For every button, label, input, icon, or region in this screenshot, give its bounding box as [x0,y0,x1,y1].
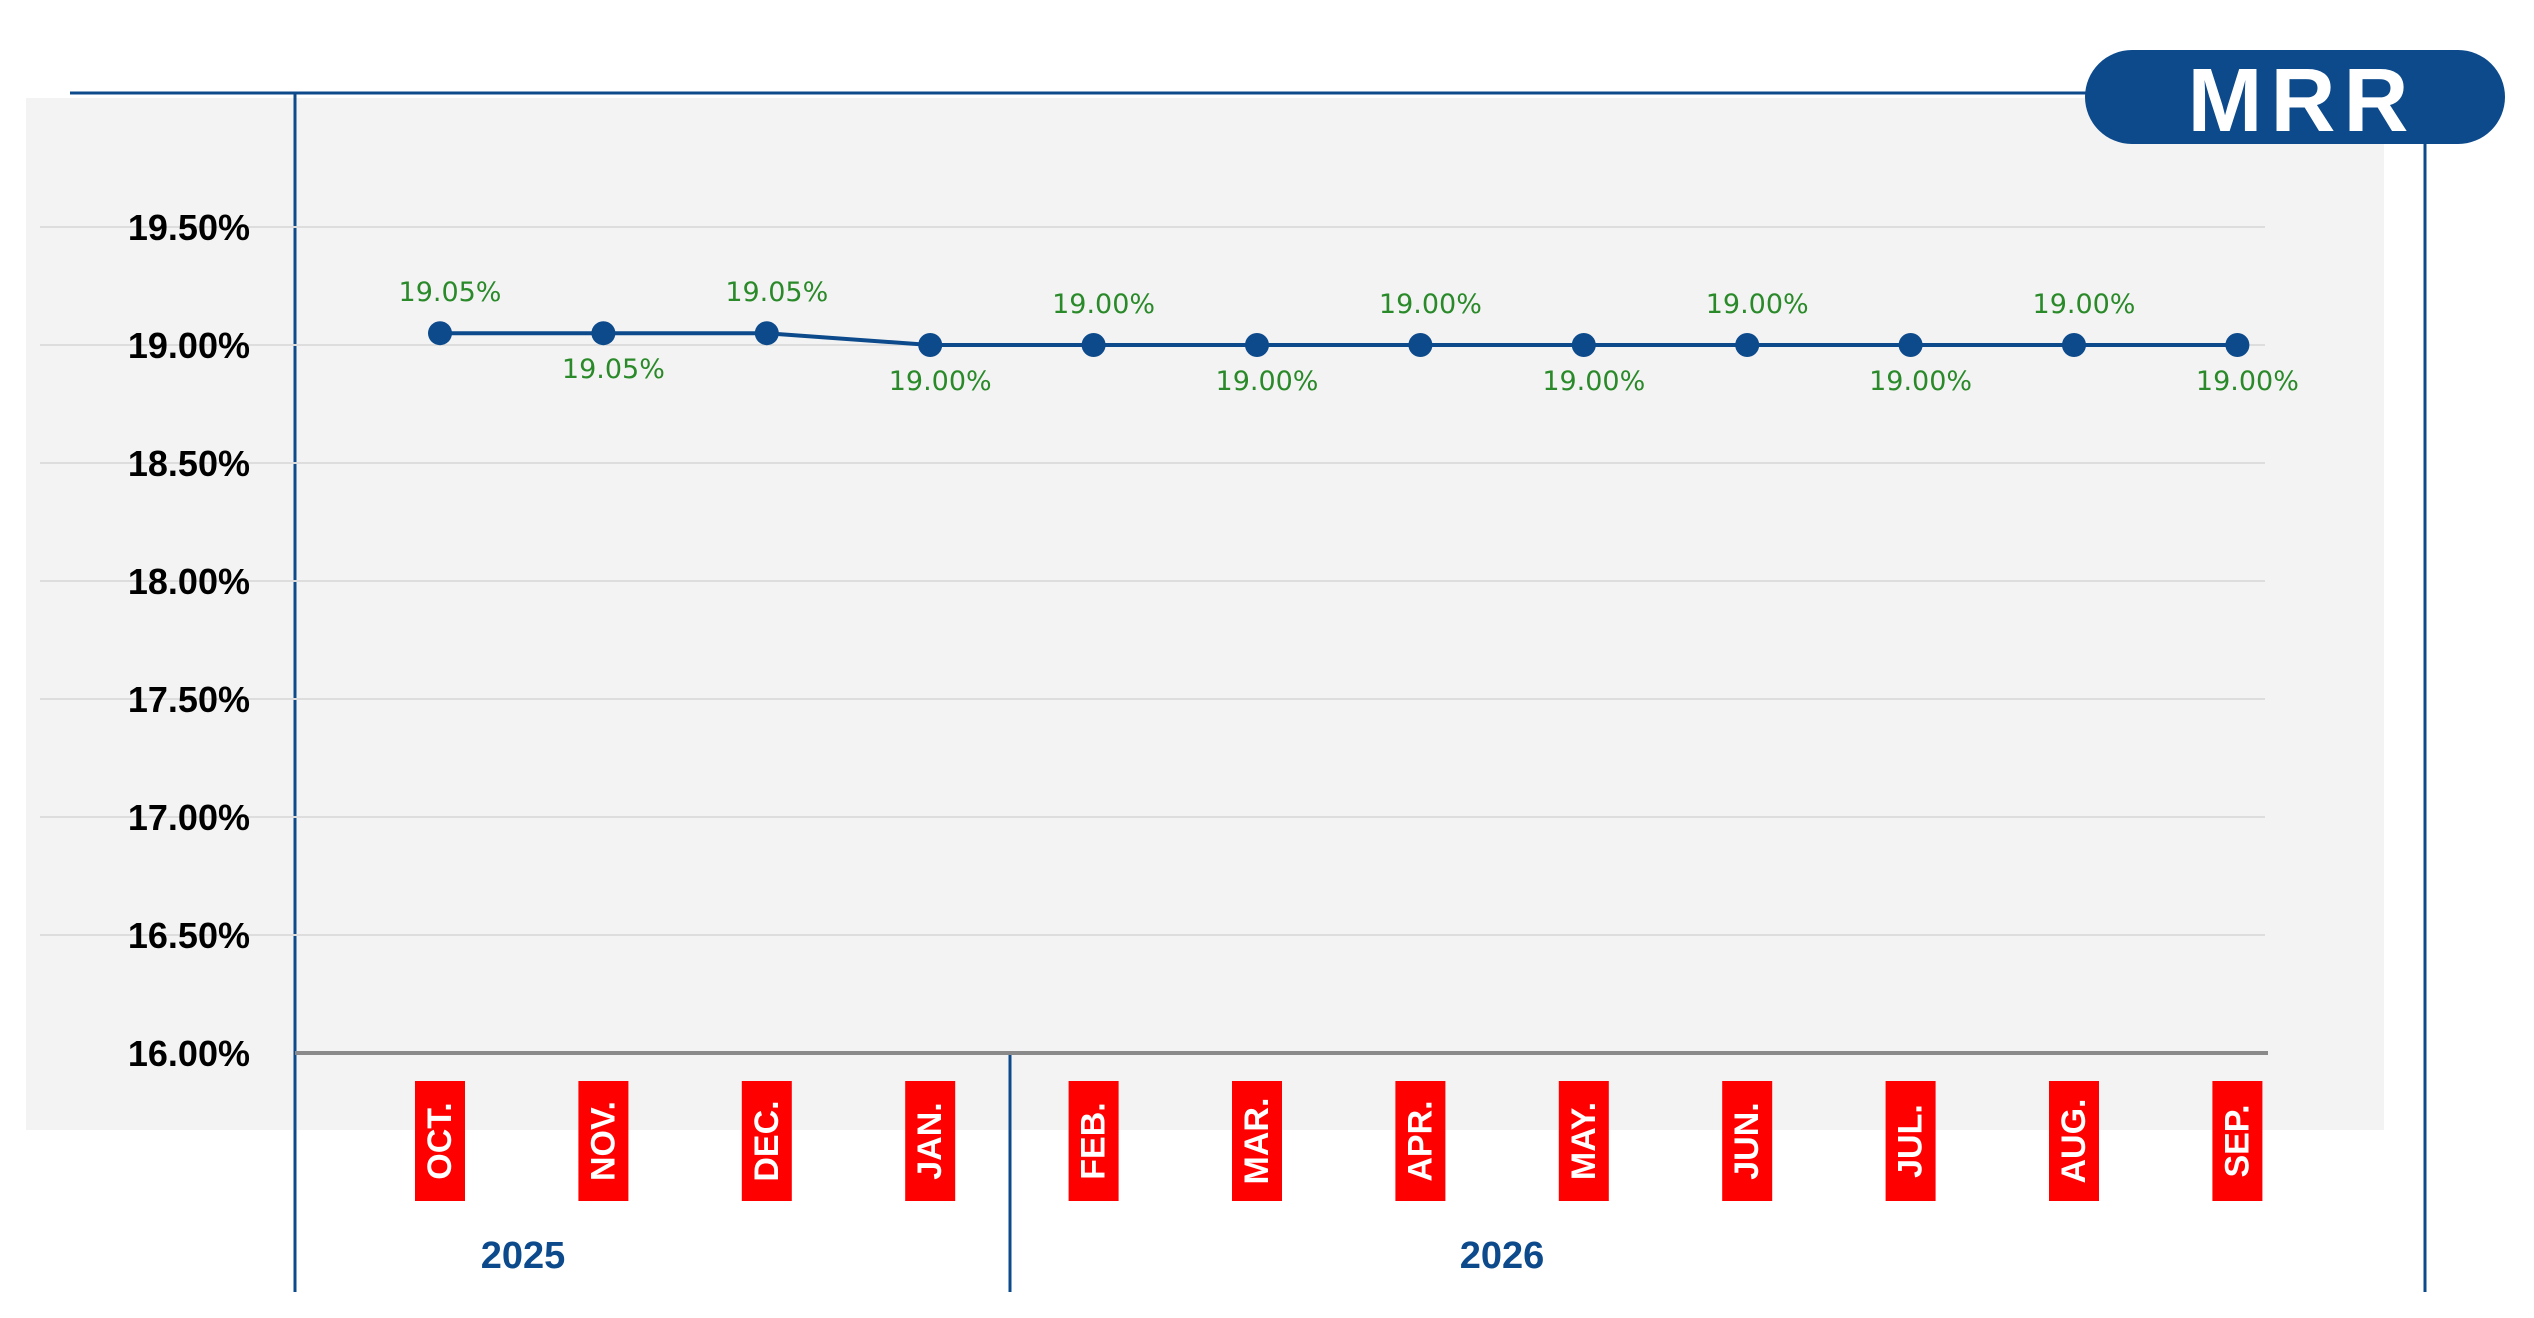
y-tick-label: 16.50% [128,915,250,956]
y-tick-label: 16.00% [128,1033,250,1074]
year-label: 2026 [1460,1235,1545,1277]
year-label: 2025 [481,1235,566,1277]
data-label: 19.00% [1052,289,1155,320]
month-tag-background [1722,1081,1773,1201]
month-label: JAN. [911,1102,949,1179]
month-tag-background [2049,1081,2099,1201]
data-label: 19.05% [562,354,665,385]
month-tags: OCT. NOV. DEC. JAN. FEB. MAR. APR. MAY. JUN. JUL.… [415,1081,2263,1201]
month-label: JUN. [1728,1102,1766,1179]
month-tag: FEB. [1068,1081,1119,1201]
data-label: 19.00% [1869,366,1972,397]
title-badge-background [2085,50,2505,144]
y-tick-label: 18.00% [128,561,250,602]
title-badge: MRR [2085,50,2505,151]
month-label: APR. [1401,1100,1439,1181]
y-tick-label: 19.00% [128,325,250,366]
data-point [1081,333,1106,357]
y-tick-label: 17.50% [128,679,250,720]
data-point [591,321,616,346]
month-label: OCT. [421,1102,459,1179]
data-label: 19.00% [1706,289,1809,320]
month-tag-background [1885,1081,1936,1201]
month-tag-background [1395,1081,1446,1201]
month-tag: JUL. [1885,1081,1936,1201]
plot-background [26,98,2384,1130]
month-label: AUG. [2055,1099,2093,1184]
month-tag: OCT. [415,1081,465,1201]
data-point [1245,333,1269,357]
month-label: FEB. [1075,1102,1113,1179]
data-label: 19.00% [2196,366,2299,397]
data-point [1571,333,1596,357]
month-tag-background [1232,1081,1282,1201]
data-label: 19.00% [1542,366,1645,397]
chart-title: MRR [2188,51,2417,151]
data-point [428,321,452,346]
month-tag: AUG. [2049,1081,2099,1201]
month-tag: APR. [1395,1081,1446,1201]
month-tag-background [905,1081,956,1201]
month-tag-background [415,1081,465,1201]
month-label: SEP. [2218,1104,2256,1177]
month-label: MAY. [1565,1102,1603,1180]
data-point [2062,333,2086,357]
month-tag: DEC. [741,1081,792,1201]
month-label: NOV. [584,1101,622,1181]
y-axis-ticks: 19.50% 19.00% 18.50% 18.00% 17.50% 17.00% 16.5… [128,207,250,1074]
month-tag-background [741,1081,792,1201]
month-tag-background [1558,1081,1609,1201]
month-tag-background [2212,1081,2263,1201]
month-label: DEC. [748,1100,786,1181]
month-tag: JUN. [1722,1081,1773,1201]
month-tag: NOV. [578,1081,629,1201]
month-tag: JAN. [905,1081,956,1201]
data-label: 19.00% [2033,289,2136,320]
data-label: 19.00% [1216,366,1319,397]
y-tick-label: 18.50% [128,443,250,484]
y-tick-label: 19.50% [128,207,250,248]
data-label: 19.05% [725,277,828,308]
data-point [2225,333,2250,357]
data-point [754,321,779,346]
series-line [440,331,2238,347]
y-tick-label: 17.00% [128,797,250,838]
month-label: JUL. [1892,1104,1930,1178]
month-label: MAR. [1238,1098,1276,1185]
data-point [1408,333,1433,357]
data-label: 19.00% [889,366,992,397]
month-tag: MAY. [1558,1081,1609,1201]
month-tag-background [578,1081,629,1201]
month-tag: SEP. [2212,1081,2263,1201]
month-tag: MAR. [1232,1081,1282,1201]
series-layer: 19.05% 19.05% 19.05% 19.00% 19.00% 19.00% 19.0… [399,277,2299,397]
data-point [918,333,943,357]
year-labels: 2025 2026 [481,1235,1545,1277]
month-tag-background [1068,1081,1119,1201]
data-label: 19.05% [399,277,502,308]
data-point [1735,333,1760,357]
data-label: 19.00% [1379,289,1482,320]
data-point [1898,333,1923,357]
